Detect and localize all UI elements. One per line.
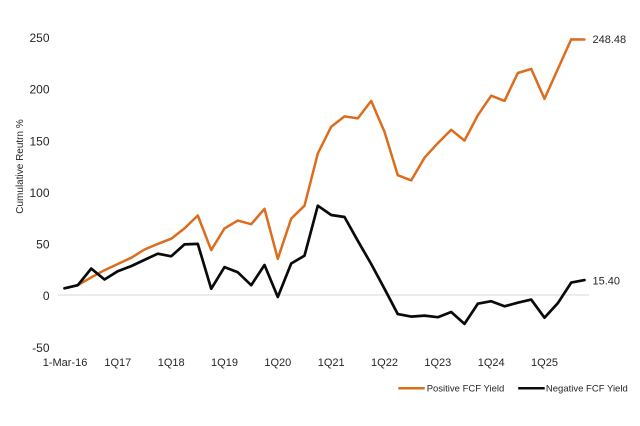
svg-text:250: 250 <box>29 31 49 45</box>
svg-text:0: 0 <box>43 289 50 303</box>
svg-text:1Q19: 1Q19 <box>211 357 238 369</box>
svg-text:1Q24: 1Q24 <box>478 357 505 369</box>
svg-text:1Q22: 1Q22 <box>371 357 398 369</box>
svg-text:100: 100 <box>29 186 49 200</box>
svg-text:200: 200 <box>29 83 49 97</box>
svg-text:Negative FCF Yield: Negative FCF Yield <box>546 384 628 395</box>
svg-text:150: 150 <box>29 134 49 148</box>
svg-text:1-Mar-16: 1-Mar-16 <box>43 357 88 369</box>
svg-text:Cumulative Reutrn %: Cumulative Reutrn % <box>15 119 26 214</box>
svg-text:1Q20: 1Q20 <box>264 357 291 369</box>
svg-text:50: 50 <box>36 238 50 252</box>
svg-text:1Q23: 1Q23 <box>424 357 451 369</box>
svg-text:248.48: 248.48 <box>593 34 627 46</box>
svg-text:Positive FCF Yield: Positive FCF Yield <box>427 384 505 395</box>
svg-text:-50: -50 <box>32 341 50 355</box>
svg-text:1Q18: 1Q18 <box>158 357 185 369</box>
svg-text:15.40: 15.40 <box>593 275 621 287</box>
svg-text:1Q17: 1Q17 <box>104 357 131 369</box>
svg-text:1Q21: 1Q21 <box>318 357 345 369</box>
svg-text:1Q25: 1Q25 <box>531 357 558 369</box>
